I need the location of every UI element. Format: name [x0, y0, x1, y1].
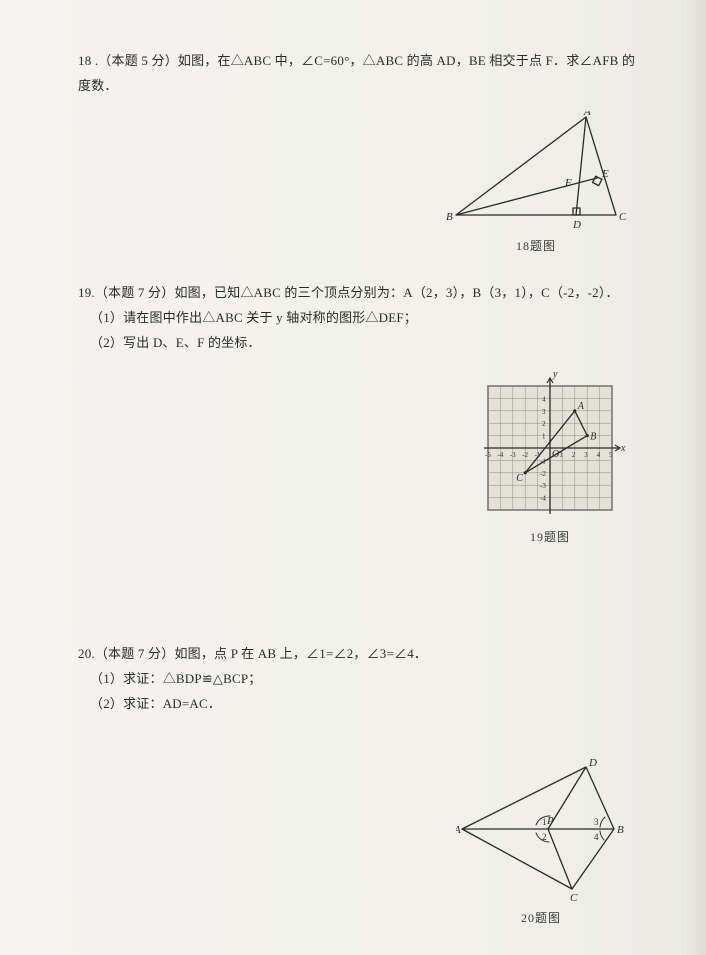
figure-19-wrap: ABCOxy-5-4-3-2-1123451234-1-2-3-4 19题图	[78, 372, 636, 545]
svg-text:D: D	[572, 219, 581, 231]
svg-text:C: C	[516, 473, 523, 484]
svg-text:P: P	[546, 815, 554, 827]
svg-text:-1: -1	[540, 457, 546, 465]
figure-19-svg: ABCOxy-5-4-3-2-1123451234-1-2-3-4	[474, 372, 626, 524]
page-right-edge-shadow	[680, 0, 706, 955]
figure-20-wrap: A B D C P1 2 3 4 20题图	[78, 759, 636, 926]
svg-text:-3: -3	[540, 482, 546, 490]
svg-text:B: B	[590, 431, 596, 442]
svg-text:2: 2	[572, 451, 576, 459]
problem-20-line2: （1）求证：△BDP≌△BCP；	[78, 666, 636, 691]
svg-text:F: F	[564, 177, 572, 189]
svg-text:3: 3	[584, 451, 588, 459]
svg-text:2: 2	[542, 420, 546, 428]
exam-page: 18 .（本题 5 分）如图，在△ABC 中，∠C=60°，△ABC 的高 AD…	[0, 0, 706, 955]
problem-19-line2: （1）请在图中作出△ABC 关于 y 轴对称的图形△DEF；	[78, 305, 636, 330]
figure-18-caption: 18题图	[446, 237, 626, 254]
svg-text:1: 1	[542, 817, 547, 827]
problem-19-line3: （2）写出 D、E、F 的坐标．	[78, 330, 636, 355]
svg-text:A: A	[583, 111, 591, 118]
figure-20-svg: A B D C P1 2 3 4	[456, 759, 626, 905]
svg-text:4: 4	[542, 395, 546, 403]
problem-20-line3: （2）求证：AD=AC．	[78, 691, 636, 716]
svg-text:C: C	[570, 892, 578, 904]
svg-text:A: A	[456, 824, 461, 836]
svg-text:1: 1	[559, 451, 563, 459]
svg-text:O: O	[552, 449, 559, 460]
svg-text:E: E	[601, 168, 609, 180]
svg-text:-2: -2	[522, 451, 528, 459]
svg-text:3: 3	[594, 817, 599, 827]
svg-text:-2: -2	[540, 470, 546, 478]
svg-text:D: D	[588, 759, 597, 769]
svg-text:3: 3	[542, 408, 546, 416]
svg-text:-3: -3	[510, 451, 516, 459]
problem-18-text: 18 .（本题 5 分）如图，在△ABC 中，∠C=60°，△ABC 的高 AD…	[78, 48, 636, 99]
figure-19-caption: 19题图	[474, 528, 626, 545]
svg-text:-4: -4	[540, 494, 546, 502]
figure-18-wrap: A B C D E F 18题图	[78, 111, 636, 254]
problem-19: 19.（本题 7 分）如图，已知△ABC 的三个顶点分别为：A（2，3），B（3…	[78, 280, 636, 545]
svg-text:4: 4	[594, 832, 599, 842]
svg-text:y: y	[552, 372, 558, 380]
problem-18: 18 .（本题 5 分）如图，在△ABC 中，∠C=60°，△ABC 的高 AD…	[78, 48, 636, 254]
figure-20-caption: 20题图	[456, 909, 626, 926]
svg-text:5: 5	[609, 451, 613, 459]
svg-text:-4: -4	[497, 451, 503, 459]
svg-text:C: C	[619, 211, 626, 223]
svg-text:A: A	[577, 401, 585, 412]
figure-18-svg: A B C D E F	[446, 111, 626, 233]
svg-text:1: 1	[542, 432, 546, 440]
svg-text:4: 4	[597, 451, 601, 459]
svg-text:x: x	[620, 443, 626, 454]
problem-19-line1: 19.（本题 7 分）如图，已知△ABC 的三个顶点分别为：A（2，3），B（3…	[78, 280, 636, 305]
svg-text:-5: -5	[485, 451, 491, 459]
svg-text:2: 2	[542, 832, 547, 842]
svg-text:B: B	[446, 211, 453, 223]
svg-text:B: B	[617, 824, 624, 836]
problem-20-line1: 20.（本题 7 分）如图，点 P 在 AB 上，∠1=∠2，∠3=∠4．	[78, 641, 636, 666]
problem-20: 20.（本题 7 分）如图，点 P 在 AB 上，∠1=∠2，∠3=∠4． （1…	[78, 641, 636, 926]
